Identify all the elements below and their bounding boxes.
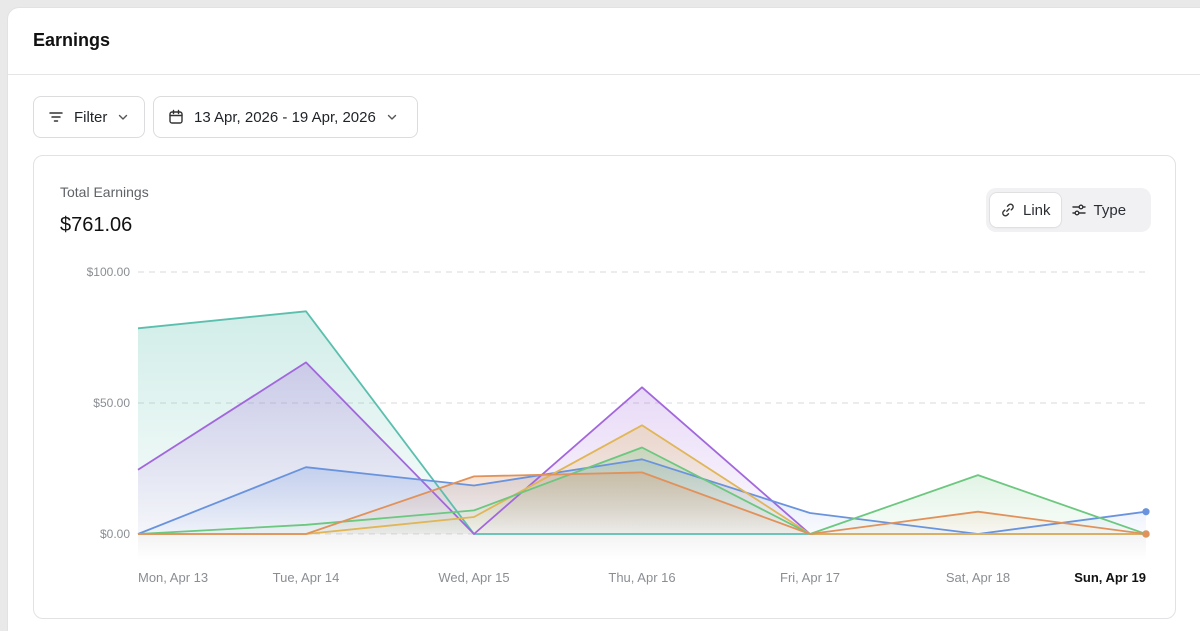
y-tick-label: $0.00 (100, 527, 130, 541)
page-header: Earnings (8, 8, 1200, 75)
chevron-down-icon (387, 114, 397, 120)
view-by-type-button[interactable]: Type (1061, 193, 1137, 227)
plot-baseline-band (138, 534, 1146, 560)
x-tick-label: Sun, Apr 19 (1074, 570, 1146, 585)
view-by-link-label: Link (1023, 201, 1051, 219)
x-tick-label: Thu, Apr 16 (608, 570, 675, 585)
link-icon (1002, 203, 1014, 217)
page-title: Earnings (33, 30, 111, 50)
chart-view-toggle: Link Type (986, 188, 1151, 232)
total-earnings-label: Total Earnings (60, 184, 149, 200)
x-tick-label: Fri, Apr 17 (780, 570, 840, 585)
filter-label: Filter (74, 108, 108, 126)
x-tick-label: Sat, Apr 18 (946, 570, 1010, 585)
series-area-5 (138, 472, 1146, 534)
y-tick-label: $50.00 (93, 396, 130, 410)
series-line-5 (138, 471, 1147, 535)
earnings-area-chart: $0.00 $50.00 $100.00 Mon, Apr 13 Tue, Apr 14… (87, 265, 1150, 585)
series-point-2[interactable] (1142, 508, 1150, 516)
calendar-icon (169, 109, 183, 124)
filter-button[interactable]: Filter (33, 96, 145, 138)
x-tick-label: Mon, Apr 13 (138, 570, 208, 585)
filter-icon (49, 112, 63, 122)
date-range-picker[interactable]: 13 Apr, 2026 - 19 Apr, 2026 (153, 96, 418, 138)
series-line-4 (137, 446, 1147, 535)
series-point-5[interactable] (1142, 530, 1150, 538)
view-by-type-label: Type (1093, 201, 1127, 219)
y-tick-label: $100.00 (87, 265, 131, 279)
earnings-chart-card: Total Earnings $761.06 Link Type (33, 155, 1176, 619)
sliders-icon (1071, 204, 1086, 216)
total-earnings-value: $761.06 (60, 214, 133, 236)
earnings-panel: Earnings Filter 13 Apr, 2026 - 19 Apr, 2… (7, 7, 1200, 631)
date-range-label: 13 Apr, 2026 - 19 Apr, 2026 (194, 108, 376, 126)
chevron-down-icon (119, 114, 128, 120)
x-tick-label: Tue, Apr 14 (273, 570, 340, 585)
view-by-link-button[interactable]: Link (990, 193, 1061, 227)
x-tick-label: Wed, Apr 15 (438, 570, 509, 585)
